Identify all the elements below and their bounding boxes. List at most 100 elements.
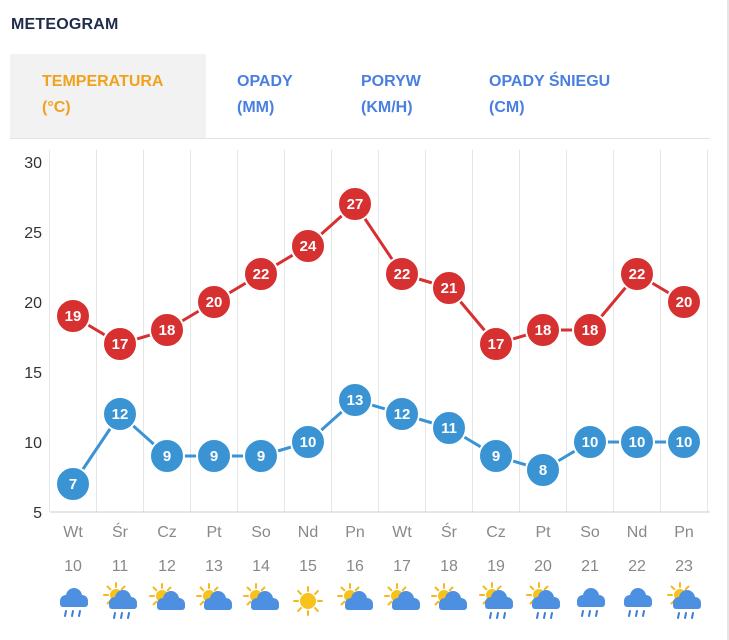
data-label: 8	[539, 462, 547, 479]
y-tick-label: 15	[24, 365, 42, 382]
data-point	[337, 382, 373, 418]
x-tick-date-label: 20	[534, 558, 552, 575]
data-point	[666, 424, 702, 460]
rain-cloud-icon	[577, 588, 605, 617]
tab-precipitation[interactable]: OPADY (MM)	[237, 54, 347, 138]
data-point	[525, 452, 561, 488]
x-tick-date-label: 12	[158, 558, 176, 575]
x-tick-day-label: So	[580, 524, 600, 541]
data-point	[102, 326, 138, 362]
data-label: 10	[629, 434, 646, 451]
tab-precipitation-unit: (MM)	[237, 99, 275, 116]
data-point	[525, 312, 561, 348]
data-label: 9	[210, 448, 218, 465]
x-tick-date-label: 13	[205, 558, 223, 575]
x-tick-date-label: 14	[252, 558, 270, 575]
x-tick-date-label: 18	[440, 558, 458, 575]
data-label: 10	[582, 434, 599, 451]
x-tick-date-label: 21	[581, 558, 599, 575]
data-label: 17	[112, 336, 129, 353]
sun-cloud-icon	[384, 583, 420, 610]
x-tick-day-label: Śr	[441, 522, 458, 541]
x-tick-date-label: 16	[346, 558, 364, 575]
data-point	[196, 438, 232, 474]
tab-temperature-label: TEMPERATURA	[42, 73, 164, 90]
data-point	[55, 298, 91, 334]
data-point	[478, 326, 514, 362]
data-label: 24	[300, 238, 317, 255]
tab-snowfall-unit: (CM)	[489, 99, 525, 116]
data-point	[384, 396, 420, 432]
x-tick-date-label: 22	[628, 558, 646, 575]
tab-temperature[interactable]: TEMPERATURA (°C)	[10, 54, 206, 138]
data-label: 27	[347, 196, 364, 213]
data-point	[572, 312, 608, 348]
x-tick-date-label: 23	[675, 558, 693, 575]
x-tick-day-label: Cz	[486, 524, 506, 541]
x-tick-day-label: Nd	[298, 524, 318, 541]
x-tick-day-label: Cz	[157, 524, 177, 541]
sun-cloud-icon	[337, 583, 373, 610]
data-point	[431, 410, 467, 446]
data-point	[431, 270, 467, 306]
x-tick-date-label: 17	[393, 558, 411, 575]
sun-icon	[293, 586, 323, 616]
data-point	[290, 228, 326, 264]
y-tick-label: 10	[24, 435, 42, 452]
rain-cloud-icon	[624, 588, 652, 617]
tab-precipitation-label: OPADY	[237, 73, 293, 90]
tab-snowfall[interactable]: OPADY ŚNIEGU (CM)	[489, 54, 669, 138]
y-tick-label: 30	[24, 155, 42, 172]
data-point	[55, 466, 91, 502]
x-tick-date-label: 11	[112, 558, 129, 575]
data-point	[478, 438, 514, 474]
sun-cloud-icon	[243, 583, 279, 610]
data-point	[196, 284, 232, 320]
x-tick-day-label: Pt	[206, 524, 222, 541]
data-label: 21	[441, 280, 458, 297]
data-label: 9	[492, 448, 500, 465]
data-label: 17	[488, 336, 505, 353]
data-point	[102, 396, 138, 432]
data-label: 22	[629, 266, 646, 283]
page-title: METEOGRAM	[11, 16, 119, 33]
x-tick-day-label: Wt	[63, 524, 83, 541]
tab-snowfall-label: OPADY ŚNIEGU	[489, 73, 611, 90]
y-tick-label: 25	[24, 225, 42, 242]
temperature-chart: 5 10 15 20 25 30 Wt 10 Śr 11 Cz 12 Pt 13 So 14 Nd 15 Pn 16 W…	[24, 150, 710, 619]
data-label: 22	[253, 266, 270, 283]
data-label: 12	[394, 406, 411, 423]
data-point	[149, 438, 185, 474]
x-tick-day-label: Śr	[112, 522, 129, 541]
x-tick-day-label: So	[251, 524, 271, 541]
data-label: 18	[535, 322, 552, 339]
right-border	[727, 0, 729, 640]
data-point	[384, 256, 420, 292]
data-label: 10	[300, 434, 317, 451]
tab-gust-unit: (KM/H)	[361, 99, 413, 116]
sun-cloud-rain-icon	[526, 582, 560, 619]
data-point	[619, 424, 655, 460]
sun-cloud-rain-icon	[667, 582, 701, 619]
data-label: 11	[441, 420, 457, 437]
sun-cloud-rain-icon	[479, 582, 513, 619]
tab-gust[interactable]: PORYW (KM/H)	[361, 54, 471, 138]
rain-cloud-icon	[60, 588, 88, 617]
data-label: 22	[394, 266, 411, 283]
data-label: 7	[69, 476, 77, 493]
data-point	[243, 256, 279, 292]
y-tick-label: 5	[33, 505, 42, 522]
data-point	[290, 424, 326, 460]
x-tick-day-label: Nd	[627, 524, 647, 541]
sun-cloud-icon	[149, 583, 185, 610]
data-label: 20	[206, 294, 223, 311]
data-point	[149, 312, 185, 348]
x-tick-date-label: 10	[64, 558, 82, 575]
data-label: 9	[257, 448, 265, 465]
meteogram-tabs: TEMPERATURA (°C) OPADY (MM) PORYW (KM/H)…	[10, 54, 710, 139]
data-label: 10	[676, 434, 693, 451]
data-label: 19	[65, 308, 82, 325]
x-tick-date-label: 19	[487, 558, 505, 575]
x-tick-day-label: Wt	[392, 524, 412, 541]
tab-gust-label: PORYW	[361, 73, 421, 90]
